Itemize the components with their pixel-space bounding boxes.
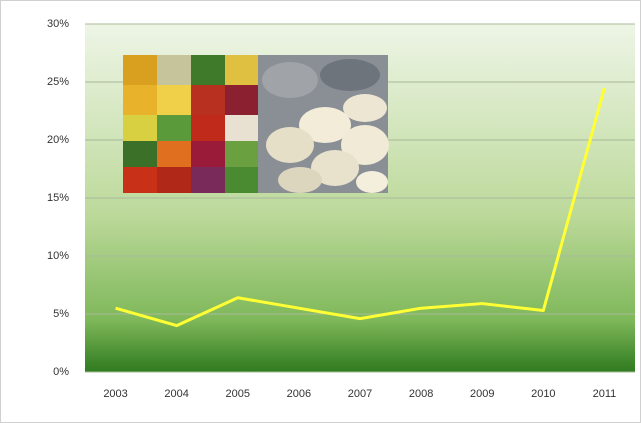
x-tick-label: 2005 — [226, 388, 250, 400]
x-tick-label: 2009 — [470, 388, 494, 400]
x-tick-label: 2004 — [164, 388, 188, 400]
x-tick-label: 2008 — [409, 388, 433, 400]
y-tick-label: 20% — [47, 134, 69, 146]
x-tick-label: 2007 — [348, 388, 372, 400]
y-tick-label: 10% — [47, 250, 69, 262]
photo-cheese — [258, 55, 389, 193]
x-tick-label: 2011 — [593, 388, 617, 400]
x-tick-label: 2006 — [287, 388, 311, 400]
photo-vegetables — [123, 55, 258, 193]
x-tick-label: 2010 — [531, 388, 555, 400]
y-tick-label: 5% — [53, 308, 69, 320]
y-tick-label: 0% — [53, 366, 69, 378]
x-tick-label: 2003 — [103, 388, 127, 400]
y-tick-label: 30% — [47, 18, 69, 30]
y-tick-label: 25% — [47, 76, 69, 88]
y-tick-label: 15% — [47, 192, 69, 204]
data-line — [115, 87, 606, 328]
